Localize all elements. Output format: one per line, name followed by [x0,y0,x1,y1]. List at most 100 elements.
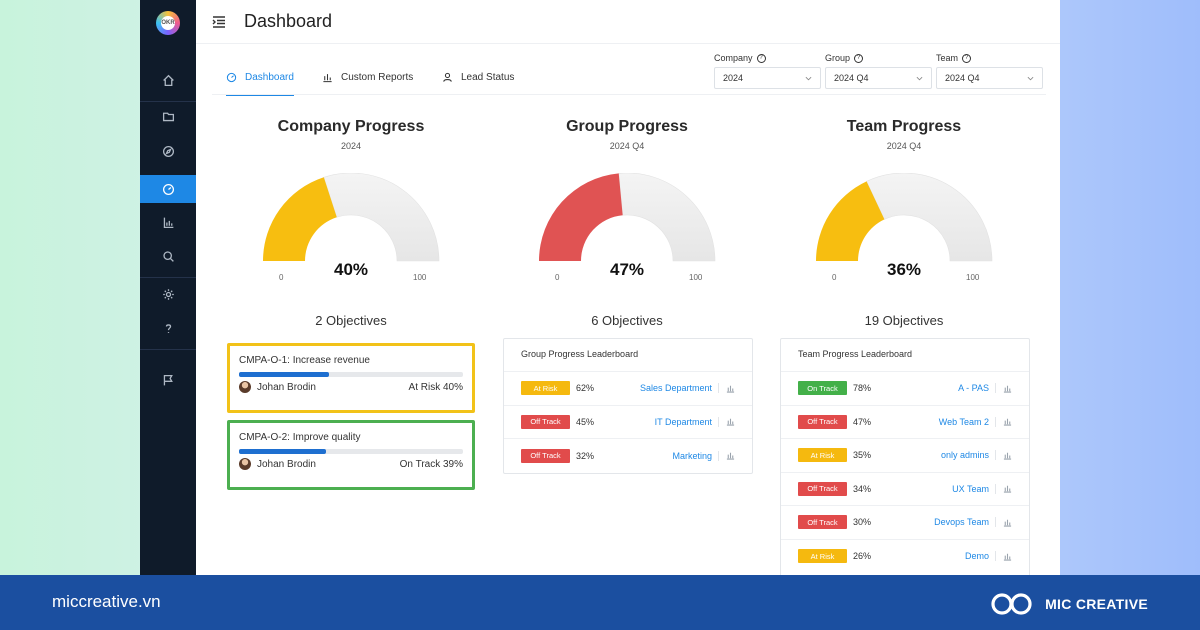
sidebar-divider [140,101,196,102]
chevron-down-icon [916,76,923,80]
bar-chart-icon[interactable] [726,384,735,393]
gauge-value: 36% [886,260,922,279]
search-icon [162,250,174,262]
footer-brand: MIC CREATIVE [989,591,1148,617]
company-progress-panel: Company Progress 2024 0 100 40% 2 Object… [226,118,476,328]
sidebar-item-reports[interactable] [140,208,196,236]
filter-company: Company ? 2024 [714,52,821,89]
panel-title: Team Progress [846,118,962,135]
row-percent: 62% [576,383,595,394]
company-select[interactable]: 2024 [714,67,821,89]
group-select[interactable]: 2024 Q4 [825,67,932,89]
gauge-value: 40% [333,260,369,279]
row-name-link[interactable]: IT Department [616,416,719,427]
row-name-link[interactable]: UX Team [893,483,996,494]
bar-chart-icon [323,74,332,83]
row-percent: 30% [853,517,872,528]
objective-card[interactable]: CMPA-O-1: Increase revenue Johan Brodin … [227,343,475,413]
status-badge: Off Track [521,414,570,429]
bar-chart-icon[interactable] [726,451,735,460]
compass-icon [162,145,174,157]
bar-chart-icon[interactable] [1003,552,1012,561]
leaderboard-row[interactable]: Off Track 45% IT Department [504,406,752,439]
sidebar-item-home[interactable] [140,66,196,94]
leaderboard-row[interactable]: At Risk 35% only admins [781,439,1029,473]
filter-group: Group ? 2024 Q4 [825,52,932,89]
team-leaderboard: Team Progress Leaderboard On Track 78% A… [780,338,1030,575]
team-select[interactable]: 2024 Q4 [936,67,1043,89]
bar-chart-icon[interactable] [1003,518,1012,527]
gauge-max-label: 100 [966,273,980,282]
row-name-link[interactable]: Devops Team [893,517,996,528]
row-percent: 34% [853,483,872,494]
row-name-link[interactable]: Sales Department [616,383,719,394]
gauge-track-arc [618,173,716,262]
leaderboard-row[interactable]: Off Track 34% UX Team [781,473,1029,506]
objective-card[interactable]: CMPA-O-2: Improve quality Johan Brodin O… [227,420,475,490]
row-name-link[interactable]: Demo [893,551,996,562]
status-badge: At Risk [798,448,847,463]
status-badge: Off Track [521,448,570,463]
filter-label: Company [714,53,753,63]
team-progress-gauge [814,173,994,283]
objective-status: On Track 39% [399,458,463,470]
leaderboard-row[interactable]: Off Track 47% Web Team 2 [781,406,1029,439]
row-name-link[interactable]: Web Team 2 [893,416,996,427]
sidebar-item-search[interactable] [140,242,196,270]
objective-owner: Johan Brodin [257,381,316,393]
gauge-value: 47% [609,260,645,279]
row-percent: 47% [853,416,872,427]
help-icon[interactable]: ? [756,53,766,63]
sidebar-item-folder[interactable] [140,102,196,130]
sidebar-item-settings[interactable] [140,280,196,308]
sidebar-item-dashboard[interactable] [140,175,196,203]
leaderboard-row[interactable]: At Risk 62% Sales Department [504,372,752,406]
select-value: 2024 Q4 [945,73,980,83]
row-name-link[interactable]: Marketing [616,450,719,461]
top-bar: Dashboard [196,0,1060,44]
sidebar-divider [140,349,196,350]
leaderboard-row[interactable]: At Risk 26% Demo [781,540,1029,574]
panel-subtitle: 2024 Q4 [609,141,645,151]
bar-chart-icon[interactable] [1003,451,1012,460]
status-badge: At Risk [521,381,570,396]
panel-subtitle: 2024 [340,141,362,151]
select-value: 2024 [723,73,744,83]
help-icon[interactable]: ? [962,53,972,63]
status-badge: Off Track [798,481,847,496]
gauge-fill-arc [539,173,623,261]
bar-chart-icon[interactable] [726,417,735,426]
gauge-max-label: 100 [413,273,427,282]
gauge-track-arc [323,173,440,262]
bar-chart-icon[interactable] [1003,417,1012,426]
sidebar-item-explore[interactable] [140,137,196,165]
app-logo[interactable]: OKR [156,11,180,35]
dashboard-icon [226,72,237,83]
sidebar-item-flag[interactable] [140,366,196,394]
menu-collapse-icon[interactable] [212,15,226,29]
bar-chart-icon[interactable] [1003,384,1012,393]
leaderboard-row[interactable]: Off Track 32% Marketing [504,439,752,473]
tab-custom-reports[interactable]: Custom Reports [322,66,413,96]
row-name-link[interactable]: A - PAS [893,383,996,394]
brand-name: MIC CREATIVE [1045,596,1148,612]
leaderboard-row[interactable]: On Track 78% A - PAS [781,372,1029,406]
objective-progress-bar [239,449,463,454]
leaderboard-row[interactable]: Off Track 30% Devops Team [781,506,1029,540]
footer-banner: miccreative.vn MIC CREATIVE [0,575,1200,630]
objective-progress-fill [239,372,329,377]
tab-dashboard[interactable]: Dashboard [226,66,294,96]
panel-title: Group Progress [566,118,688,135]
footer-url[interactable]: miccreative.vn [52,592,161,611]
row-name-link[interactable]: only admins [893,450,996,461]
row-percent: 32% [576,450,595,461]
objective-owner: Johan Brodin [257,458,316,470]
app-logo-text: OKR [161,16,175,30]
sidebar-item-help[interactable] [140,314,196,342]
gauge-track-arc [866,173,993,262]
bar-chart-icon[interactable] [1003,484,1012,493]
company-progress-gauge [261,173,441,283]
tabs-divider [212,94,1046,95]
tab-lead-status[interactable]: Lead Status [442,66,514,96]
help-icon[interactable]: ? [854,53,864,63]
